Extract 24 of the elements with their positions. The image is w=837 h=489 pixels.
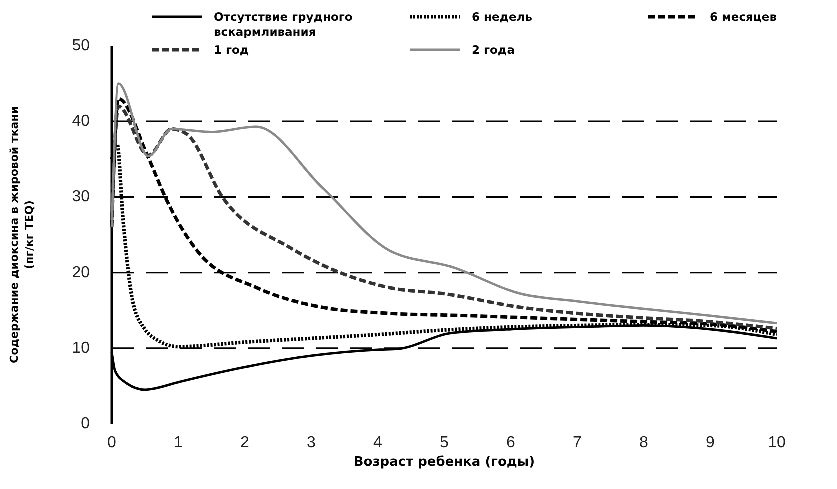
x-tick-label: 10 [768,434,786,452]
legend-label: 6 недель [472,10,533,24]
y-tick-label: 0 [81,416,90,432]
x-tick-label: 6 [506,434,516,452]
x-tick-label: 9 [706,434,716,452]
y-tick-label: 20 [72,264,90,282]
x-tick-label: 3 [307,434,316,452]
legend-label: Отсутствие грудного вскармливания [214,10,353,39]
x-axis-title: Возраст ребенка (годы) [354,455,536,470]
y-tick-label: 50 [72,38,90,54]
legend-label: 2 года [472,43,515,57]
x-tick-label: 5 [440,434,450,452]
legend-label: 6 месяцев [710,10,778,24]
x-tick-label: 2 [240,434,250,452]
legend-label: 1 год [214,43,250,57]
x-tick-label: 1 [174,434,184,452]
y-tick-label: 10 [72,340,90,357]
x-tick-label: 0 [108,434,117,452]
y-axis-title: Содержание диоксина в жировой ткани (пг/кг TEQ) [8,106,36,364]
y-tick-label: 30 [72,188,90,206]
y-tick-label: 40 [72,113,90,130]
x-tick-label: 8 [640,434,649,452]
x-tick-label: 4 [374,434,383,452]
x-tick-label: 7 [573,434,582,452]
